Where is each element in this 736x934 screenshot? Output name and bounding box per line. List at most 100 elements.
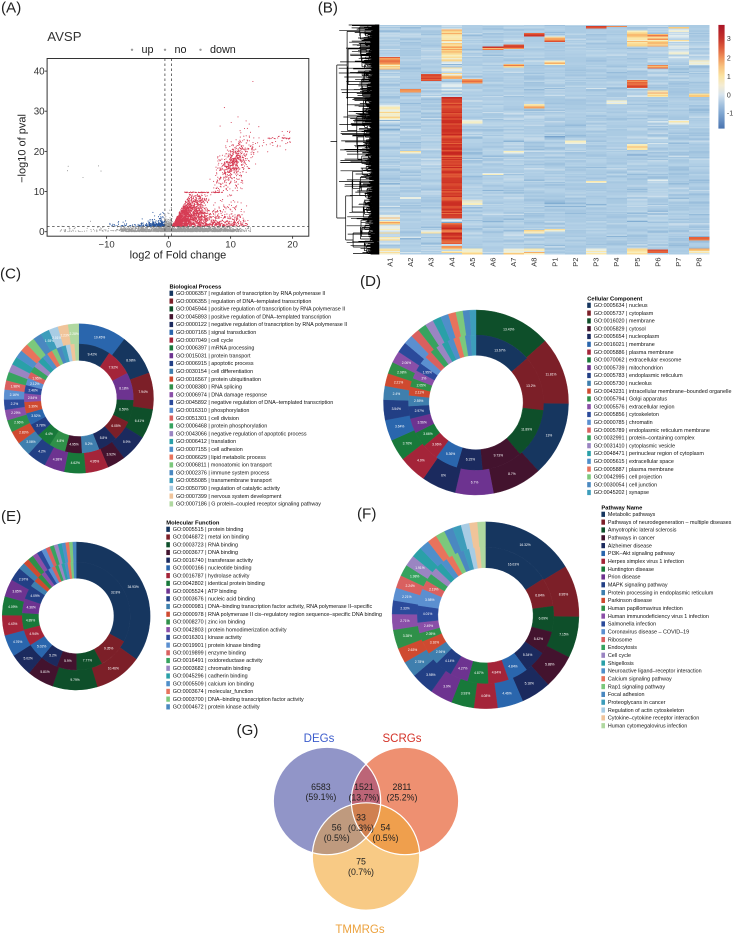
svg-text:6.7%: 6.7% — [471, 481, 479, 485]
svg-text:GO:0008380 | RNA splicing: GO:0008380 | RNA splicing — [176, 385, 242, 391]
svg-text:3.39%: 3.39% — [28, 404, 37, 408]
svg-text:GO:0005794 | Golgi apparatus: GO:0005794 | Golgi apparatus — [594, 397, 668, 403]
svg-text:9.35%: 9.35% — [104, 647, 113, 651]
svg-text:3.54%: 3.54% — [392, 407, 401, 411]
svg-text:GO:0006974 | DNA damage respon: GO:0006974 | DNA damage response — [176, 392, 267, 398]
svg-text:2.46%: 2.46% — [29, 389, 38, 393]
svg-text:2.19%: 2.19% — [429, 587, 438, 591]
svg-text:GO:0002376 | immune system pro: GO:0002376 | immune system process — [176, 470, 270, 476]
svg-text:20: 20 — [34, 147, 45, 158]
svg-text:2.05%: 2.05% — [417, 383, 426, 387]
svg-text:Biological Process: Biological Process — [170, 285, 222, 291]
svg-text:-1: -1 — [727, 111, 733, 118]
svg-text:GO:0005783 | endoplasmic retic: GO:0005783 | endoplasmic reticulum — [594, 373, 683, 379]
svg-text:5.36%: 5.36% — [446, 452, 455, 456]
svg-text:(59.1%): (59.1%) — [305, 792, 336, 802]
svg-text:4.09%: 4.09% — [8, 605, 17, 609]
svg-text:GO:0045202 | synapse: GO:0045202 | synapse — [594, 490, 649, 496]
svg-text:Regulation of actin cytoskelet: Regulation of actin cytoskeleton — [608, 708, 684, 714]
svg-text:2.54%: 2.54% — [28, 396, 37, 400]
svg-text:10.45%: 10.45% — [94, 335, 105, 339]
svg-text:5.81%: 5.81% — [40, 670, 49, 674]
svg-text:Prion disease: Prion disease — [608, 575, 641, 581]
svg-text:GO:0045893 | positive regulati: GO:0045893 | positive regulation of DNA–… — [176, 314, 331, 320]
svg-text:P1: P1 — [550, 258, 559, 267]
svg-text:(0.5%): (0.5%) — [373, 833, 399, 843]
svg-text:GO:0000166 | nucleotide bindin: GO:0000166 | nucleotide binding — [173, 566, 252, 572]
svg-text:(E): (E) — [1, 508, 21, 525]
svg-text:GO:0042995 | cell projection: GO:0042995 | cell projection — [594, 475, 662, 481]
svg-text:A3: A3 — [427, 258, 436, 267]
svg-text:32.8%: 32.8% — [111, 591, 120, 595]
svg-text:6%: 6% — [441, 474, 446, 478]
svg-text:GO:0005615 | extracellular spa: GO:0005615 | extracellular space — [594, 459, 674, 465]
svg-text:3: 3 — [727, 36, 731, 43]
svg-text:2.66%: 2.66% — [14, 420, 23, 424]
svg-text:3.98%: 3.98% — [425, 598, 434, 602]
svg-text:4.01%: 4.01% — [423, 612, 432, 616]
svg-text:2.12%: 2.12% — [30, 382, 39, 386]
svg-text:5.02%: 5.02% — [24, 656, 33, 660]
svg-text:GO:0032991 | protein–containin: GO:0032991 | protein–containing complex — [594, 436, 695, 442]
svg-text:P8: P8 — [695, 258, 704, 267]
svg-text:GO:0005886 | plasma membrane: GO:0005886 | plasma membrane — [594, 350, 674, 356]
svg-text:2: 2 — [727, 55, 731, 62]
svg-text:Calcium signaling pathway: Calcium signaling pathway — [608, 676, 672, 682]
svg-text:Ribosome: Ribosome — [608, 637, 632, 643]
svg-text:Pathways in cancer: Pathways in cancer — [608, 535, 655, 541]
svg-text:2.23%: 2.23% — [60, 333, 69, 337]
svg-text:7.94%: 7.94% — [138, 390, 147, 394]
svg-text:Focal adhesion: Focal adhesion — [608, 692, 645, 698]
svg-text:up: up — [142, 44, 154, 56]
svg-text:5.2%: 5.2% — [85, 442, 93, 446]
svg-text:Rap1 signaling pathway: Rap1 signaling pathway — [608, 684, 666, 690]
svg-text:2.71%: 2.71% — [400, 619, 409, 623]
svg-text:3.16%: 3.16% — [430, 641, 439, 645]
svg-text:4.38%: 4.38% — [53, 458, 62, 462]
svg-text:5.9%: 5.9% — [123, 440, 131, 444]
svg-text:13%: 13% — [546, 433, 553, 437]
svg-text:56: 56 — [332, 823, 342, 833]
svg-text:GO:0005654 | nucleoplasm: GO:0005654 | nucleoplasm — [594, 334, 660, 340]
svg-text:GO:0019901 | protein kinase bi: GO:0019901 | protein kinase binding — [173, 643, 261, 649]
svg-text:GO:0003682 | chromatin binding: GO:0003682 | chromatin binding — [173, 666, 251, 672]
svg-text:(F): (F) — [357, 506, 376, 523]
svg-text:3.76%: 3.76% — [403, 442, 412, 446]
svg-text:0: 0 — [39, 227, 45, 238]
svg-text:(0.7%): (0.7%) — [348, 867, 374, 877]
svg-text:4.84%: 4.84% — [508, 664, 517, 668]
svg-text:30: 30 — [34, 107, 45, 118]
svg-text:GO:0006915 | apoptotic process: GO:0006915 | apoptotic process — [176, 361, 254, 367]
svg-text:13.67%: 13.67% — [494, 348, 505, 352]
svg-text:16.03%: 16.03% — [508, 563, 519, 567]
svg-text:GO:0016567 | protein ubiquitin: GO:0016567 | protein ubiquitination — [176, 377, 261, 383]
svg-text:2.06%: 2.06% — [402, 361, 411, 365]
svg-text:Cell cycle: Cell cycle — [608, 653, 631, 659]
svg-text:4.89%: 4.89% — [26, 619, 35, 623]
svg-text:Human immunodeficiency virus 1: Human immunodeficiency virus 1 infection — [608, 614, 709, 620]
svg-text:1.93%: 1.93% — [45, 339, 54, 343]
svg-text:GO:0000981 | DNA–binding trans: GO:0000981 | DNA–binding transcription f… — [173, 604, 373, 610]
svg-text:8.18%: 8.18% — [119, 386, 128, 390]
svg-text:GO:0051301 | cell division: GO:0051301 | cell division — [176, 416, 239, 422]
svg-text:GO:0006412 | translation: GO:0006412 | translation — [176, 439, 236, 445]
svg-text:3.06%: 3.06% — [26, 440, 35, 444]
svg-text:5.88%: 5.88% — [545, 662, 554, 666]
svg-text:5.34%: 5.34% — [523, 653, 532, 657]
svg-text:6.05%: 6.05% — [111, 424, 120, 428]
svg-text:6.09%: 6.09% — [539, 617, 548, 621]
svg-text:6.15%: 6.15% — [466, 458, 475, 462]
svg-text:GO:0006811 | monoatomic ion tr: GO:0006811 | monoatomic ion transport — [176, 463, 272, 469]
svg-text:7.15%: 7.15% — [559, 633, 568, 637]
svg-text:2.49%: 2.49% — [424, 624, 433, 628]
svg-text:P3: P3 — [592, 258, 601, 267]
svg-text:SCRGs: SCRGs — [383, 733, 422, 745]
svg-text:AVSP: AVSP — [47, 29, 81, 44]
svg-text:4.14%: 4.14% — [445, 659, 454, 663]
svg-text:GO:0003723 | RNA binding: GO:0003723 | RNA binding — [173, 542, 238, 548]
svg-text:9.42%: 9.42% — [88, 352, 97, 356]
svg-text:MAPK signaling pathway: MAPK signaling pathway — [608, 582, 668, 588]
svg-text:3.28%: 3.28% — [403, 634, 412, 638]
svg-text:33: 33 — [356, 813, 366, 823]
svg-text:GO:0016021 | membrane: GO:0016021 | membrane — [594, 342, 655, 348]
